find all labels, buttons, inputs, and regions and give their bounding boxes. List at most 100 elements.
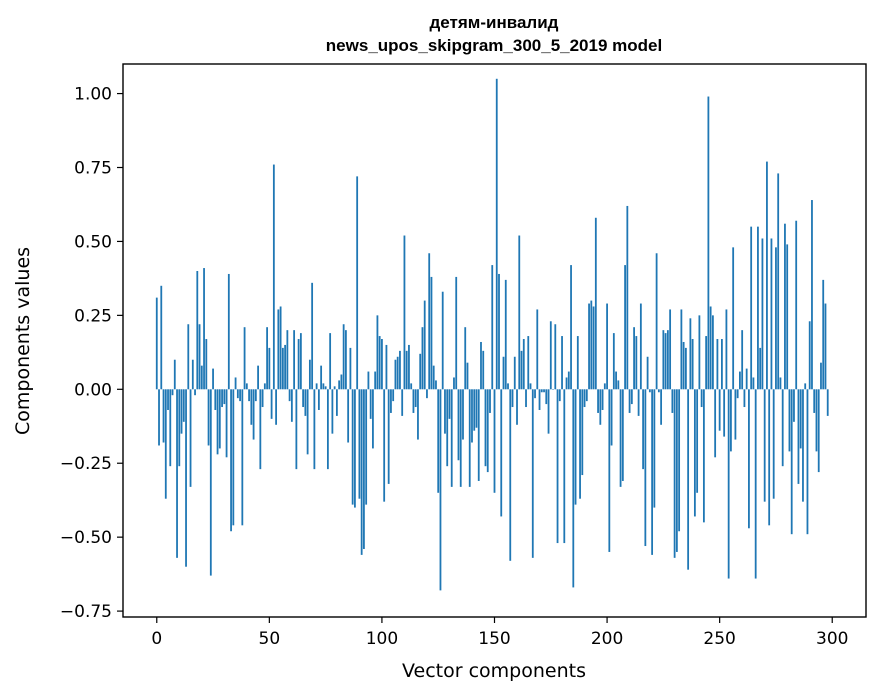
bar bbox=[223, 389, 226, 405]
bar bbox=[162, 389, 165, 443]
bar bbox=[579, 389, 581, 499]
x-tick-label: 0 bbox=[151, 629, 162, 649]
bar bbox=[335, 389, 338, 416]
bar bbox=[802, 389, 804, 502]
bar bbox=[239, 389, 241, 402]
bar bbox=[739, 371, 741, 390]
bar bbox=[218, 389, 221, 449]
bar bbox=[462, 389, 464, 440]
bar bbox=[775, 247, 777, 390]
bar bbox=[813, 389, 816, 413]
bar bbox=[471, 389, 473, 443]
bar bbox=[763, 389, 766, 502]
bar bbox=[448, 389, 451, 419]
bar bbox=[230, 389, 232, 532]
bar bbox=[356, 176, 359, 390]
bar bbox=[793, 389, 795, 422]
bar bbox=[482, 350, 485, 390]
bar bbox=[570, 265, 572, 390]
bar bbox=[414, 389, 417, 408]
bar bbox=[345, 330, 347, 390]
bar bbox=[498, 273, 500, 390]
bar bbox=[500, 389, 503, 517]
bar bbox=[648, 389, 651, 393]
bar bbox=[543, 389, 545, 393]
bar bbox=[565, 377, 568, 390]
bar bbox=[788, 389, 791, 452]
bar bbox=[723, 389, 726, 437]
bar bbox=[491, 265, 494, 390]
bar bbox=[502, 356, 505, 390]
x-axis: 0 50 100 150 200 250 300 bbox=[151, 617, 848, 649]
bar bbox=[171, 389, 174, 396]
bar bbox=[702, 389, 705, 523]
bar bbox=[279, 306, 282, 390]
bar bbox=[385, 344, 388, 390]
bar bbox=[745, 368, 748, 390]
y-tick-label: 0.25 bbox=[74, 306, 112, 326]
x-tick-label: 200 bbox=[591, 629, 623, 649]
bar bbox=[245, 383, 248, 390]
bar bbox=[621, 389, 624, 481]
bar bbox=[561, 336, 563, 390]
bar bbox=[259, 389, 262, 470]
x-tick-label: 150 bbox=[478, 629, 510, 649]
bar bbox=[437, 389, 440, 493]
bar bbox=[820, 362, 822, 390]
bar bbox=[167, 389, 169, 410]
bar bbox=[590, 300, 593, 390]
bar bbox=[464, 327, 467, 390]
bar bbox=[311, 282, 314, 390]
bar bbox=[606, 303, 608, 390]
bar bbox=[399, 350, 401, 390]
bar bbox=[306, 389, 309, 455]
y-axis-label: Components values bbox=[12, 247, 34, 435]
bar bbox=[394, 359, 397, 390]
bar bbox=[808, 321, 811, 390]
bar bbox=[507, 383, 509, 390]
bar bbox=[426, 389, 428, 399]
bar bbox=[669, 309, 672, 390]
bar bbox=[351, 389, 354, 505]
bar bbox=[727, 389, 730, 579]
bar bbox=[313, 389, 316, 470]
bar bbox=[315, 383, 318, 390]
bar bbox=[822, 279, 825, 390]
bar bbox=[367, 371, 370, 390]
bar bbox=[563, 389, 566, 544]
bar bbox=[781, 389, 784, 467]
y-tick-label: 1.00 bbox=[74, 85, 112, 105]
bar bbox=[752, 377, 755, 390]
bar bbox=[594, 217, 597, 390]
bar bbox=[342, 324, 345, 390]
bar bbox=[155, 297, 158, 390]
bar bbox=[630, 389, 633, 405]
bar bbox=[693, 389, 696, 517]
x-tick-label: 250 bbox=[703, 629, 735, 649]
y-tick-label: 0.50 bbox=[74, 232, 112, 252]
bar bbox=[275, 389, 277, 425]
bar bbox=[680, 309, 683, 390]
bar bbox=[585, 389, 588, 402]
bar bbox=[617, 380, 620, 390]
bar bbox=[189, 389, 192, 487]
bar bbox=[516, 389, 518, 425]
bar bbox=[363, 389, 365, 549]
bar bbox=[797, 389, 800, 484]
bar bbox=[673, 389, 676, 558]
bar bbox=[766, 161, 768, 390]
bar bbox=[493, 389, 496, 493]
bar bbox=[489, 389, 491, 413]
bar bbox=[655, 253, 658, 390]
bar bbox=[549, 321, 552, 390]
bar bbox=[811, 200, 813, 390]
chart-title: детям-инвалид bbox=[430, 13, 559, 32]
bar bbox=[286, 330, 289, 390]
bar bbox=[212, 368, 214, 390]
bar bbox=[263, 383, 266, 390]
bar bbox=[495, 78, 498, 390]
bar bbox=[214, 389, 217, 410]
bar bbox=[696, 389, 699, 493]
x-tick-label: 100 bbox=[366, 629, 398, 649]
